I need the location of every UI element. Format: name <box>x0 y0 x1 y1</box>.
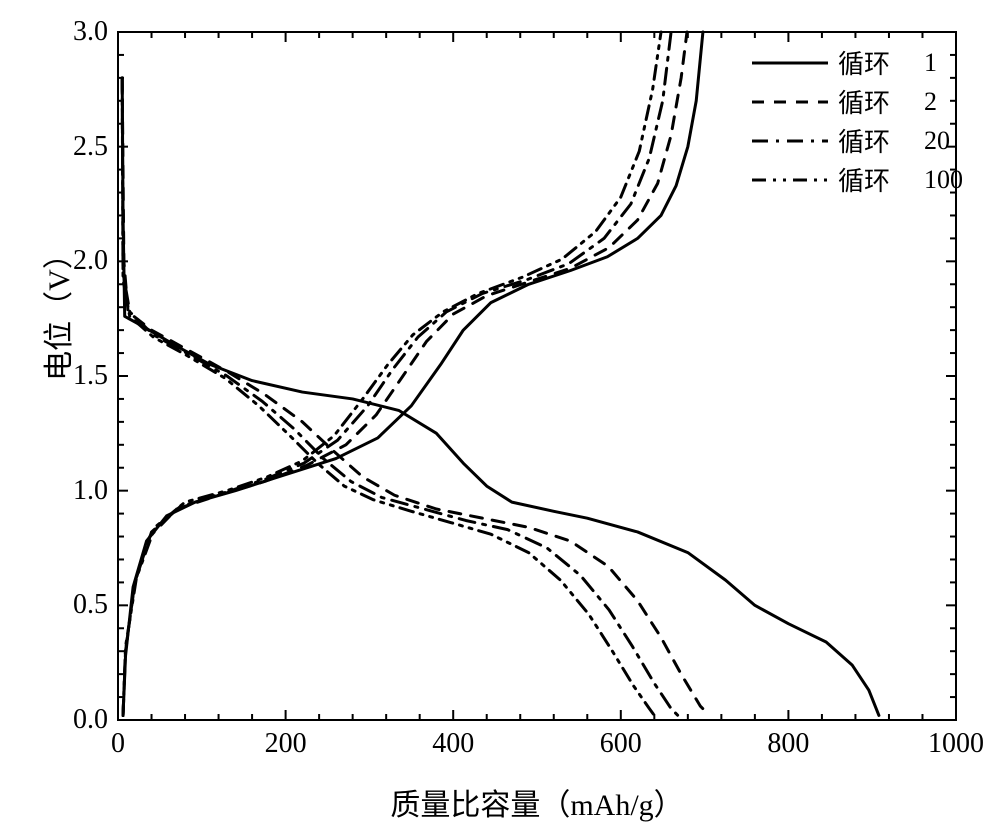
x-tick-label: 1000 <box>928 728 984 760</box>
legend-item: 循环20 <box>750 122 963 159</box>
y-tick-label: 1.0 <box>73 475 108 507</box>
x-tick-label: 800 <box>767 728 809 760</box>
y-tick-label: 0.0 <box>73 704 108 736</box>
x-tick-label: 200 <box>265 728 307 760</box>
y-tick-label: 2.5 <box>73 131 108 163</box>
y-tick-label: 2.0 <box>73 245 108 277</box>
y-tick-label: 1.5 <box>73 360 108 392</box>
chart-canvas: 电位（V） 质量比容量（mAh/g） 02004006008001000 0.0… <box>0 0 1000 833</box>
y-tick-label: 0.5 <box>73 589 108 621</box>
legend-item: 循环1 <box>750 44 963 81</box>
x-tick-label: 400 <box>432 728 474 760</box>
legend-item: 循环2 <box>750 83 963 120</box>
legend-item: 循环100 <box>750 161 963 198</box>
y-tick-label: 3.0 <box>73 16 108 48</box>
x-tick-label: 600 <box>600 728 642 760</box>
legend: 循环1循环2循环20循环100 <box>740 36 973 206</box>
x-tick-label: 0 <box>111 728 125 760</box>
